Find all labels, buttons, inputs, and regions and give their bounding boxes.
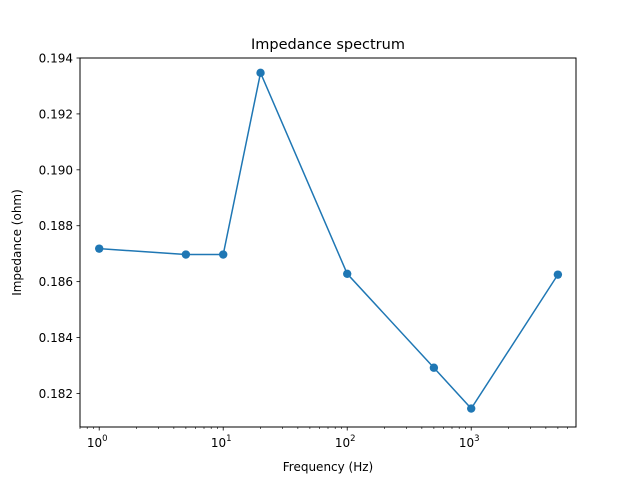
y-tick-label: 0.186	[39, 275, 73, 289]
y-tick-label: 0.192	[39, 107, 73, 121]
y-tick-label: 0.190	[39, 163, 73, 177]
y-tick-label: 0.182	[39, 387, 73, 401]
y-ticks: 0.182 0.184 0.186 0.188 0.190 0.192 0.194	[39, 52, 80, 401]
data-point	[343, 269, 352, 279]
x-axis-label: Frequency (Hz)	[283, 460, 374, 474]
chart-title: Impedance spectrum	[251, 37, 405, 53]
x-major-ticks: 100 101 102 103	[87, 427, 480, 450]
x-tick-label: 102	[335, 434, 356, 450]
series-layer	[95, 68, 563, 413]
y-axis-label: Impedance (ohm)	[10, 189, 24, 296]
data-point	[256, 68, 265, 78]
data-point	[553, 270, 563, 279]
y-tick-label: 0.184	[39, 331, 73, 345]
plot-frame	[79, 57, 577, 428]
data-point	[181, 250, 191, 259]
x-tick-label: 100	[87, 434, 108, 450]
data-point	[429, 363, 439, 372]
data-point	[467, 404, 476, 413]
data-point	[95, 244, 104, 253]
data-point	[219, 250, 228, 259]
x-tick-label: 103	[459, 434, 480, 450]
y-tick-label: 0.194	[39, 52, 73, 66]
x-tick-label: 101	[211, 434, 232, 450]
y-tick-label: 0.188	[39, 219, 73, 233]
series-line	[99, 70, 559, 410]
